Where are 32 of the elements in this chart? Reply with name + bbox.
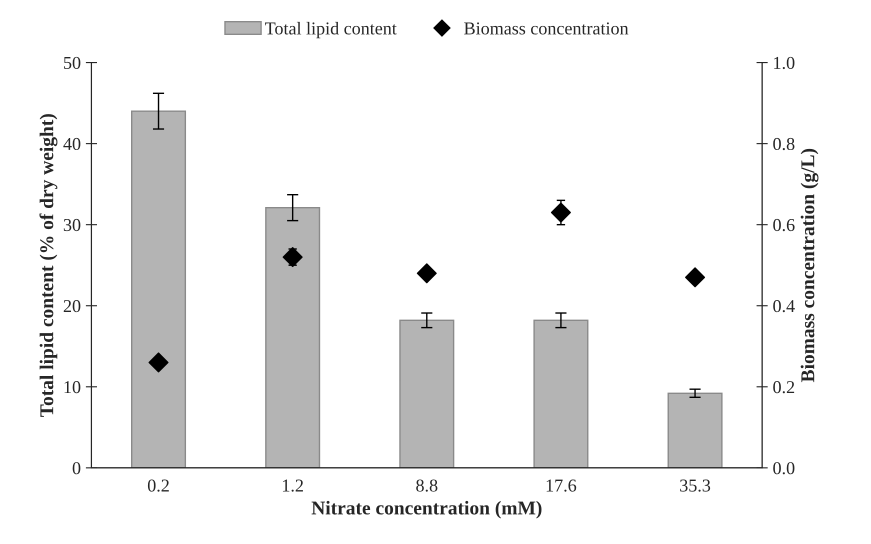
- x-tick-label: 8.8: [416, 479, 438, 492]
- y2-tick-label: 0.4: [773, 300, 795, 312]
- y-axis-title: Total lipid content (% of dry weight): [39, 114, 58, 417]
- y-tick-label: 20: [64, 300, 80, 312]
- y-tick-label: 50: [64, 56, 80, 69]
- y2-tick-label: 0.0: [773, 462, 794, 474]
- bar: [533, 320, 588, 468]
- y2-tick-label: 0.6: [773, 218, 795, 232]
- x-tick-label: 0.2: [148, 479, 169, 492]
- x-tick-label: 1.2: [282, 480, 303, 492]
- y-tick-label: 0: [72, 462, 80, 474]
- y-tick-label: 10: [64, 381, 80, 394]
- y2-axis-title: Biomass concentration (g/L): [800, 148, 818, 382]
- y2-tick-label: 0.8: [773, 138, 794, 150]
- point: [685, 267, 706, 288]
- bar: [131, 110, 186, 468]
- x-axis-title: Nitrate concentration (mM): [312, 500, 542, 519]
- point: [148, 352, 169, 372]
- x-tick-label: 17.6: [546, 480, 576, 492]
- bar: [265, 206, 320, 468]
- bar: [668, 392, 723, 468]
- x-tick-label: 35.3: [680, 480, 710, 492]
- legend-label: Biomass concentration: [464, 22, 628, 35]
- bar: [399, 320, 454, 468]
- y-tick-label: 30: [64, 218, 80, 232]
- y2-tick-label: 0.2: [773, 381, 794, 394]
- point: [550, 202, 571, 223]
- y-tick-label: 40: [63, 138, 80, 150]
- point: [282, 247, 303, 268]
- y2-tick-label: 1.0: [774, 56, 794, 70]
- point: [416, 263, 437, 284]
- legend-label: Total lipid content: [265, 22, 397, 38]
